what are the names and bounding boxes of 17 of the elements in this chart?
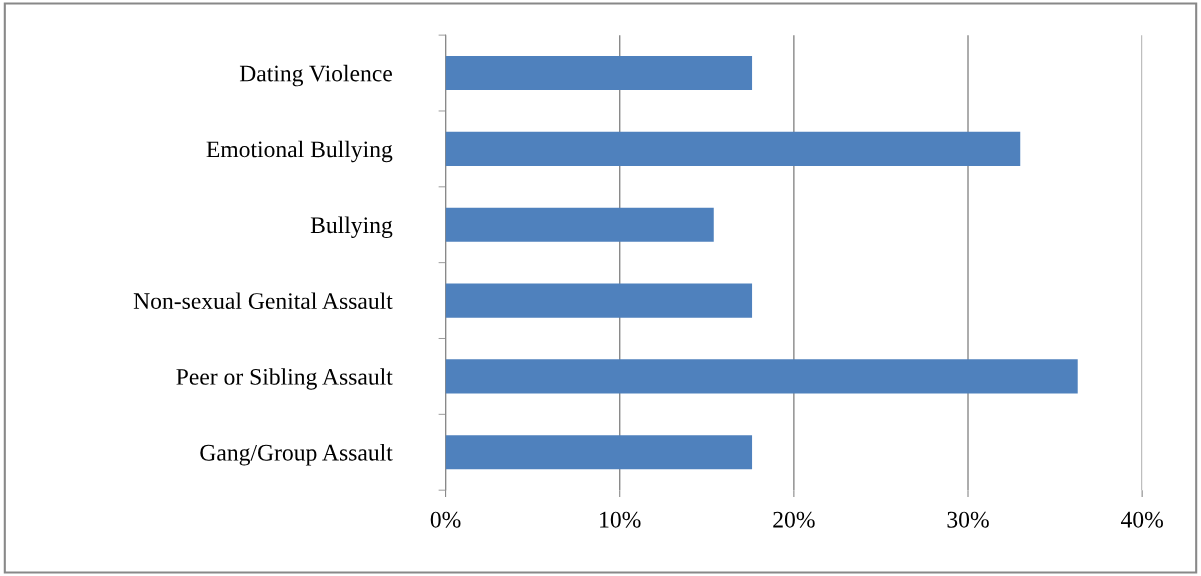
y-tick-label: Non-sexual Genital Assault (133, 292, 393, 309)
y-tick-label: Emotional Bullying (206, 140, 393, 163)
y-tick-label: Bullying (310, 216, 393, 239)
bar (445, 283, 753, 318)
y-tick-label: Gang/Group Assault (200, 444, 393, 466)
x-tick-label: 10% (600, 511, 641, 528)
bar (445, 435, 753, 470)
x-tick-label: 0% (430, 511, 461, 528)
x-tick-label: 20% (773, 511, 815, 528)
y-tick-label: Peer or Sibling Assault (176, 368, 393, 390)
bar (445, 207, 714, 242)
y-tick-label: Dating Violence (239, 64, 392, 87)
x-tick-label: 30% (947, 511, 989, 528)
bar (445, 55, 753, 91)
x-tick-label: 40% (1120, 511, 1163, 528)
bar (445, 359, 1078, 394)
bar (445, 131, 1021, 166)
